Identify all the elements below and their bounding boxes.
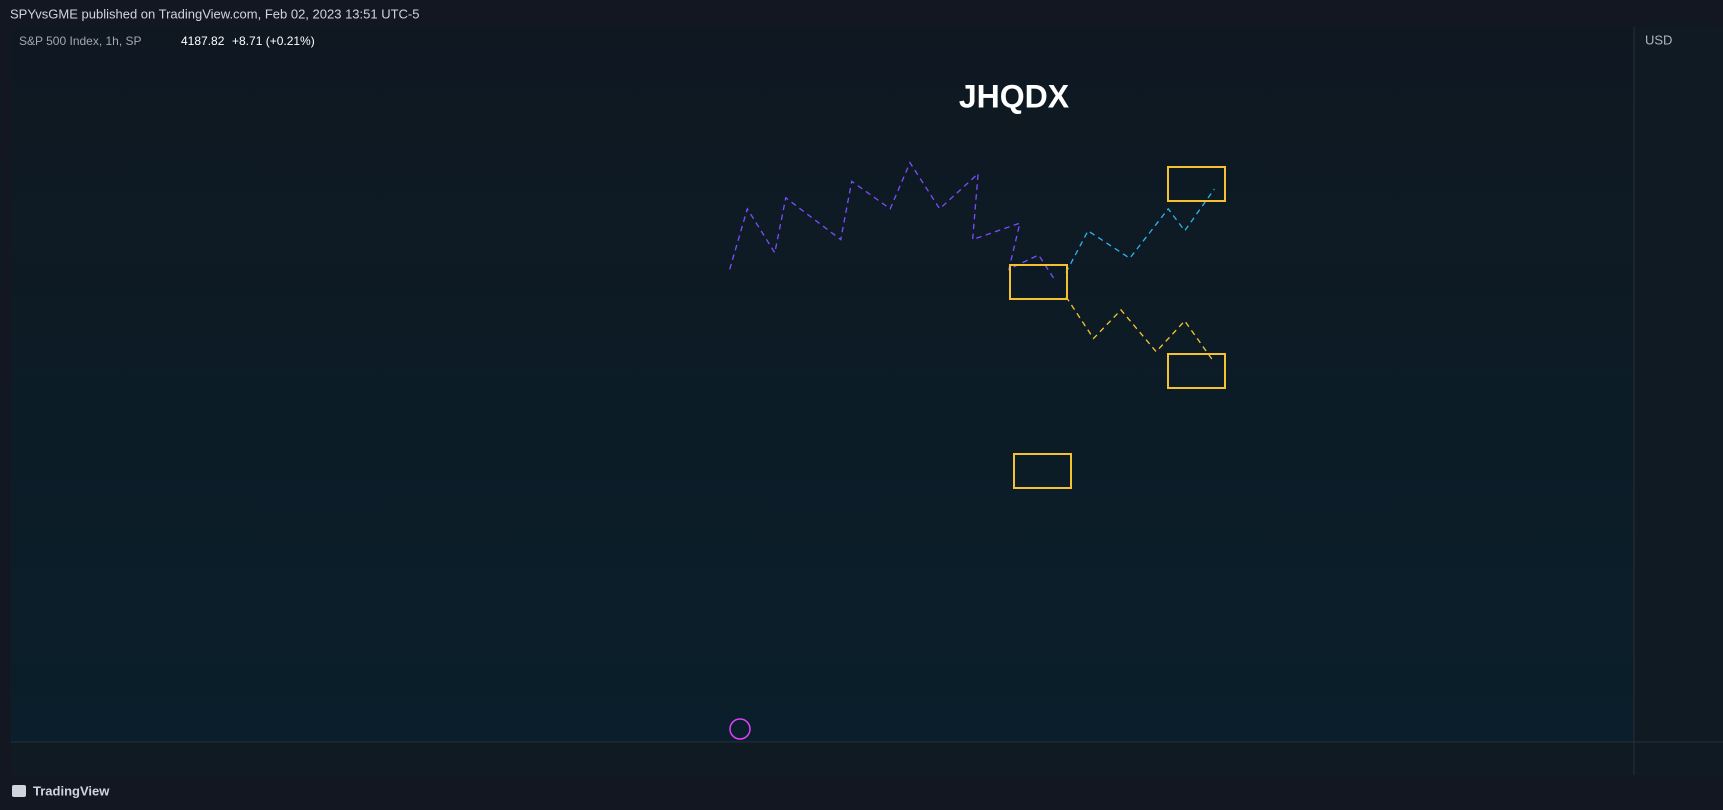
- price-axis: [1634, 27, 1723, 775]
- plot-area: [11, 27, 1634, 742]
- currency: USD: [1645, 32, 1672, 47]
- projection-path: [729, 161, 1056, 281]
- logo: [12, 785, 26, 797]
- projection-path: [1065, 296, 1215, 364]
- price: 4187.82: [181, 34, 225, 48]
- boxes: [1009, 166, 1226, 489]
- change: +8.71 (+0.21%): [232, 34, 315, 48]
- symbol: S&P 500 Index, 1h, SP: [19, 34, 142, 48]
- publisher: SPYvsGME published on TradingView.com, F…: [10, 6, 420, 21]
- box: [1009, 264, 1068, 300]
- projection-paths: [729, 161, 1215, 364]
- event-icon: [729, 718, 751, 740]
- box: [1167, 166, 1226, 202]
- brand: TradingView: [33, 783, 110, 798]
- box: [1013, 453, 1072, 489]
- chart-title: JHQDX: [959, 78, 1070, 114]
- box: [1167, 353, 1226, 389]
- time-axis: [11, 742, 1634, 775]
